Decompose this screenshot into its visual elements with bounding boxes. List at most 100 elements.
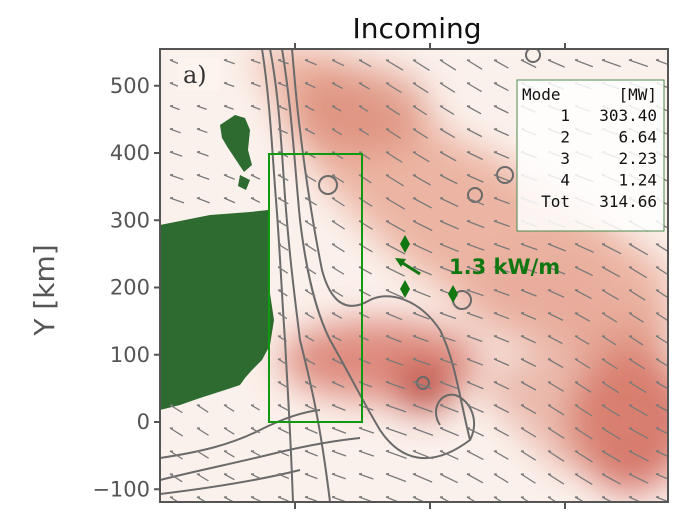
- quiver-arrow: [250, 82, 261, 87]
- quiver-arrow: [520, 427, 537, 438]
- quiver-arrow: [520, 243, 538, 251]
- mode-table-cell-mode: 3: [560, 149, 570, 168]
- quiver-arrow-head: [331, 472, 336, 475]
- quiver-arrow: [466, 128, 483, 138]
- y-tick-label: 300: [110, 208, 150, 232]
- quiver-arrow: [655, 312, 668, 322]
- quiver-arrow: [385, 473, 407, 483]
- quiver-arrow: [412, 450, 434, 460]
- quiver-arrow: [439, 220, 459, 230]
- quiver-arrow-head: [493, 265, 498, 268]
- quiver-arrow: [331, 105, 342, 112]
- quiver-arrow-head: [466, 288, 471, 291]
- quiver-arrow: [169, 450, 184, 460]
- quiver-arrow: [169, 197, 185, 204]
- quiver-arrow: [331, 128, 343, 136]
- quiver-arrow: [304, 404, 318, 412]
- quiver-arrow: [277, 450, 290, 457]
- quiver-arrow: [223, 59, 235, 65]
- quiver-arrow: [601, 358, 618, 370]
- quiver-arrow: [628, 450, 649, 462]
- quiver-arrow: [385, 266, 405, 277]
- quiver-arrow: [304, 496, 318, 502]
- quiver-arrow: [277, 128, 288, 134]
- contour-4: [160, 409, 321, 459]
- quiver-arrow: [439, 312, 457, 320]
- quiver-arrow: [493, 335, 510, 343]
- quiver-arrow: [304, 266, 317, 275]
- quiver-arrow: [628, 266, 648, 279]
- quiver-arrow: [655, 473, 668, 480]
- quiver-arrow: [277, 59, 289, 65]
- mode-table-cell-mode: Tot: [541, 192, 570, 211]
- flux-arrow-head: [395, 258, 406, 267]
- quiver-arrow: [385, 335, 402, 343]
- quiver-arrow: [520, 381, 537, 391]
- quiver-arrow: [601, 404, 621, 417]
- chart-title: Incoming: [352, 12, 481, 45]
- quiver-arrow: [439, 473, 459, 484]
- quiver-arrow: [547, 358, 564, 369]
- quiver-arrow: [655, 243, 668, 253]
- quiver-arrow: [331, 174, 345, 184]
- quiver-arrow: [385, 496, 401, 502]
- quiver-arrow: [277, 427, 290, 434]
- quiver-arrow: [493, 82, 509, 92]
- quiver-arrow: [466, 243, 485, 251]
- quiver-arrow: [547, 289, 565, 298]
- quiver-arrow: [331, 243, 345, 253]
- quiver-arrow: [304, 220, 317, 229]
- y-tick-label: −100: [92, 477, 150, 501]
- quiver-arrow: [574, 404, 593, 417]
- quiver-arrow: [655, 358, 668, 367]
- quiver-arrow: [412, 335, 429, 343]
- quiver-arrow: [439, 335, 456, 342]
- quiver-arrow-head: [250, 58, 255, 61]
- quiver-arrow: [601, 289, 619, 301]
- heat-blob-upper: [290, 65, 430, 155]
- quiver-arrow: [223, 105, 234, 110]
- quiver-arrow: [385, 358, 404, 366]
- quiver-arrow: [628, 59, 649, 68]
- quiver-arrow: [574, 450, 593, 463]
- quiver-arrow: [466, 174, 484, 183]
- quiver-arrow: [520, 266, 538, 274]
- quiver-arrow: [358, 289, 371, 297]
- quiver-arrow: [655, 266, 668, 276]
- land-main: [160, 210, 274, 410]
- quiver-arrow: [412, 128, 429, 139]
- quiver-arrow: [412, 105, 428, 116]
- quiver-arrow: [628, 427, 649, 440]
- quiver-arrow: [385, 289, 404, 299]
- mode-table-header-unit: [MW]: [618, 85, 657, 104]
- quiver-arrow: [412, 381, 432, 390]
- quiver-arrow: [466, 427, 485, 437]
- quiver-arrow: [385, 128, 402, 140]
- quiver-arrow: [574, 381, 592, 393]
- quiver-arrow: [358, 427, 375, 434]
- quiver-arrow: [331, 312, 343, 319]
- quiver-arrow: [655, 404, 668, 413]
- quiver-arrow: [466, 450, 484, 461]
- quiver-arrow: [439, 450, 459, 460]
- quiver-arrow: [493, 404, 510, 414]
- quiver-arrow: [304, 197, 317, 206]
- quiver-arrow: [331, 381, 345, 388]
- quiver-arrow: [277, 174, 289, 181]
- quiver-arrow: [547, 335, 563, 345]
- quiver-arrow: [385, 82, 402, 94]
- quiver-arrow: [628, 335, 644, 346]
- quiver-arrow: [358, 335, 369, 341]
- heat-field: [250, 49, 668, 490]
- quiver-arrow: [547, 381, 564, 392]
- quiver-arrow: [385, 404, 407, 413]
- quiver-arrow: [466, 381, 484, 390]
- flux-marker-1: [400, 235, 410, 253]
- quiver-arrow: [223, 174, 236, 180]
- quiver-arrow: [385, 59, 404, 71]
- quiver-arrow: [574, 266, 594, 277]
- quiver-arrow: [439, 243, 459, 253]
- quiver-arrow: [277, 243, 289, 251]
- land-islet: [238, 175, 250, 190]
- quiver-arrow: [304, 289, 316, 297]
